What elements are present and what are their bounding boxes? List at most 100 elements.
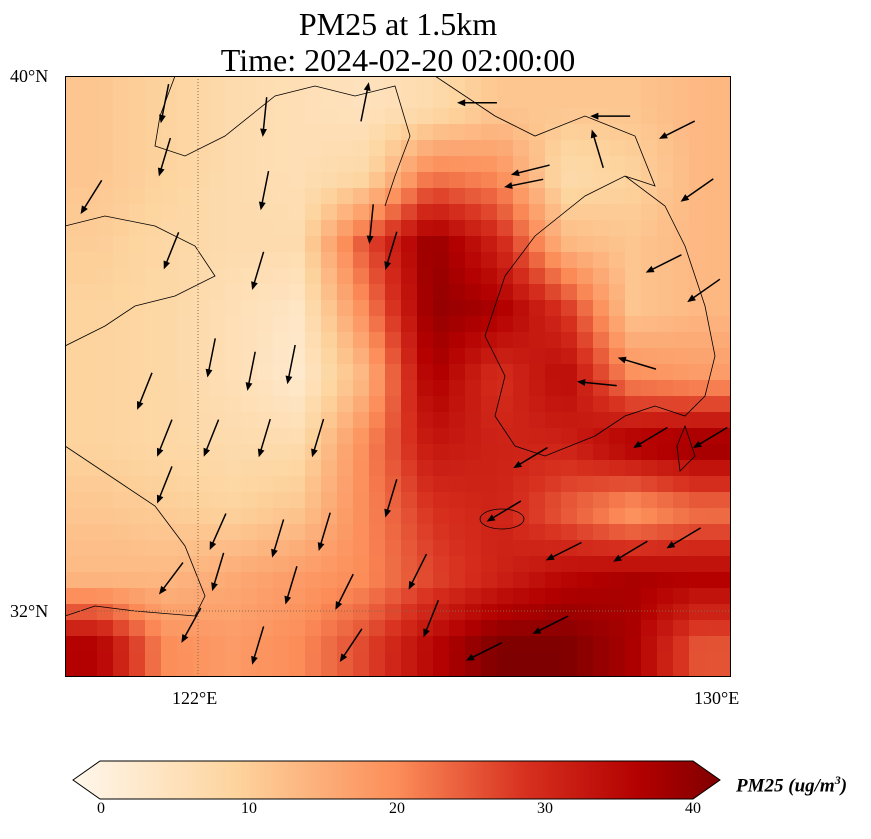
pm25-cell (369, 188, 386, 205)
pm25-cell (721, 348, 731, 365)
pm25-cell (721, 652, 731, 669)
pm25-cell (593, 556, 610, 573)
pm25-cell (641, 524, 658, 541)
pm25-cell (129, 524, 146, 541)
pm25-cell (81, 220, 98, 237)
pm25-cell (561, 348, 578, 365)
pm25-cell (97, 140, 114, 157)
pm25-cell (481, 540, 498, 557)
pm25-cell (497, 332, 514, 349)
pm25-cell (417, 636, 434, 653)
pm25-cell (433, 364, 450, 381)
pm25-cell (177, 460, 194, 477)
pm25-cell (465, 236, 482, 253)
pm25-cell (497, 412, 514, 429)
pm25-cell (193, 396, 210, 413)
pm25-cell (497, 316, 514, 333)
pm25-cell (465, 300, 482, 317)
pm25-cell (209, 76, 226, 93)
pm25-cell (561, 508, 578, 525)
pm25-cell (289, 588, 306, 605)
pm25-cell (609, 476, 626, 493)
pm25-cell (545, 108, 562, 125)
pm25-cell (129, 476, 146, 493)
pm25-cell (369, 476, 386, 493)
pm25-cell (241, 412, 258, 429)
pm25-cell (241, 156, 258, 173)
pm25-cell (113, 508, 130, 525)
pm25-cell (113, 204, 130, 221)
pm25-cell (337, 76, 354, 93)
pm25-cell (529, 652, 546, 669)
pm25-cell (65, 412, 82, 429)
pm25-cell (721, 588, 731, 605)
pm25-cell (161, 476, 178, 493)
pm25-cell (705, 396, 722, 413)
pm25-cell (385, 620, 402, 637)
pm25-cell (497, 524, 514, 541)
pm25-cell (417, 188, 434, 205)
pm25-cell (161, 460, 178, 477)
pm25-cell (177, 556, 194, 573)
pm25-cell (81, 348, 98, 365)
pm25-cell (673, 460, 690, 477)
pm25-cell (369, 492, 386, 509)
pm25-cell (481, 236, 498, 253)
pm25-cell (689, 140, 706, 157)
pm25-cell (209, 332, 226, 349)
pm25-cell (241, 556, 258, 573)
pm25-cell (129, 156, 146, 173)
pm25-cell (305, 252, 322, 269)
pm25-cell (145, 668, 162, 677)
pm25-cell (385, 476, 402, 493)
pm25-cell (689, 380, 706, 397)
pm25-cell (641, 380, 658, 397)
pm25-cell (545, 604, 562, 621)
pm25-cell (97, 492, 114, 509)
pm25-cell (417, 300, 434, 317)
pm25-cell (593, 348, 610, 365)
pm25-cell (545, 348, 562, 365)
pm25-cell (673, 300, 690, 317)
pm25-cell (241, 364, 258, 381)
pm25-cell (401, 172, 418, 189)
pm25-cell (657, 476, 674, 493)
pm25-cell (641, 652, 658, 669)
pm25-cell (129, 444, 146, 461)
pm25-cell (289, 620, 306, 637)
pm25-cell (465, 652, 482, 669)
pm25-cell (225, 316, 242, 333)
pm25-cell (97, 588, 114, 605)
pm25-cell (161, 204, 178, 221)
pm25-cell (305, 636, 322, 653)
pm25-cell (369, 76, 386, 93)
pm25-cell (721, 620, 731, 637)
pm25-cell (129, 236, 146, 253)
pm25-cell (305, 316, 322, 333)
pm25-cell (433, 188, 450, 205)
pm25-cell (145, 316, 162, 333)
pm25-cell (657, 236, 674, 253)
pm25-cell (657, 620, 674, 637)
pm25-cell (529, 396, 546, 413)
pm25-cell (417, 268, 434, 285)
pm25-cell (385, 380, 402, 397)
pm25-cell (577, 204, 594, 221)
pm25-cell (273, 268, 290, 285)
pm25-cell (353, 444, 370, 461)
pm25-cell (337, 588, 354, 605)
pm25-cell (161, 492, 178, 509)
pm25-cell (705, 636, 722, 653)
pm25-cell (641, 540, 658, 557)
pm25-cell (465, 92, 482, 109)
pm25-cell (497, 204, 514, 221)
pm25-cell (209, 268, 226, 285)
pm25-cell (257, 396, 274, 413)
pm25-cell (129, 540, 146, 557)
pm25-cell (657, 204, 674, 221)
pm25-cell (529, 588, 546, 605)
pm25-cell (641, 108, 658, 125)
pm25-cell (657, 428, 674, 445)
pm25-cell (609, 412, 626, 429)
pm25-cell (657, 316, 674, 333)
